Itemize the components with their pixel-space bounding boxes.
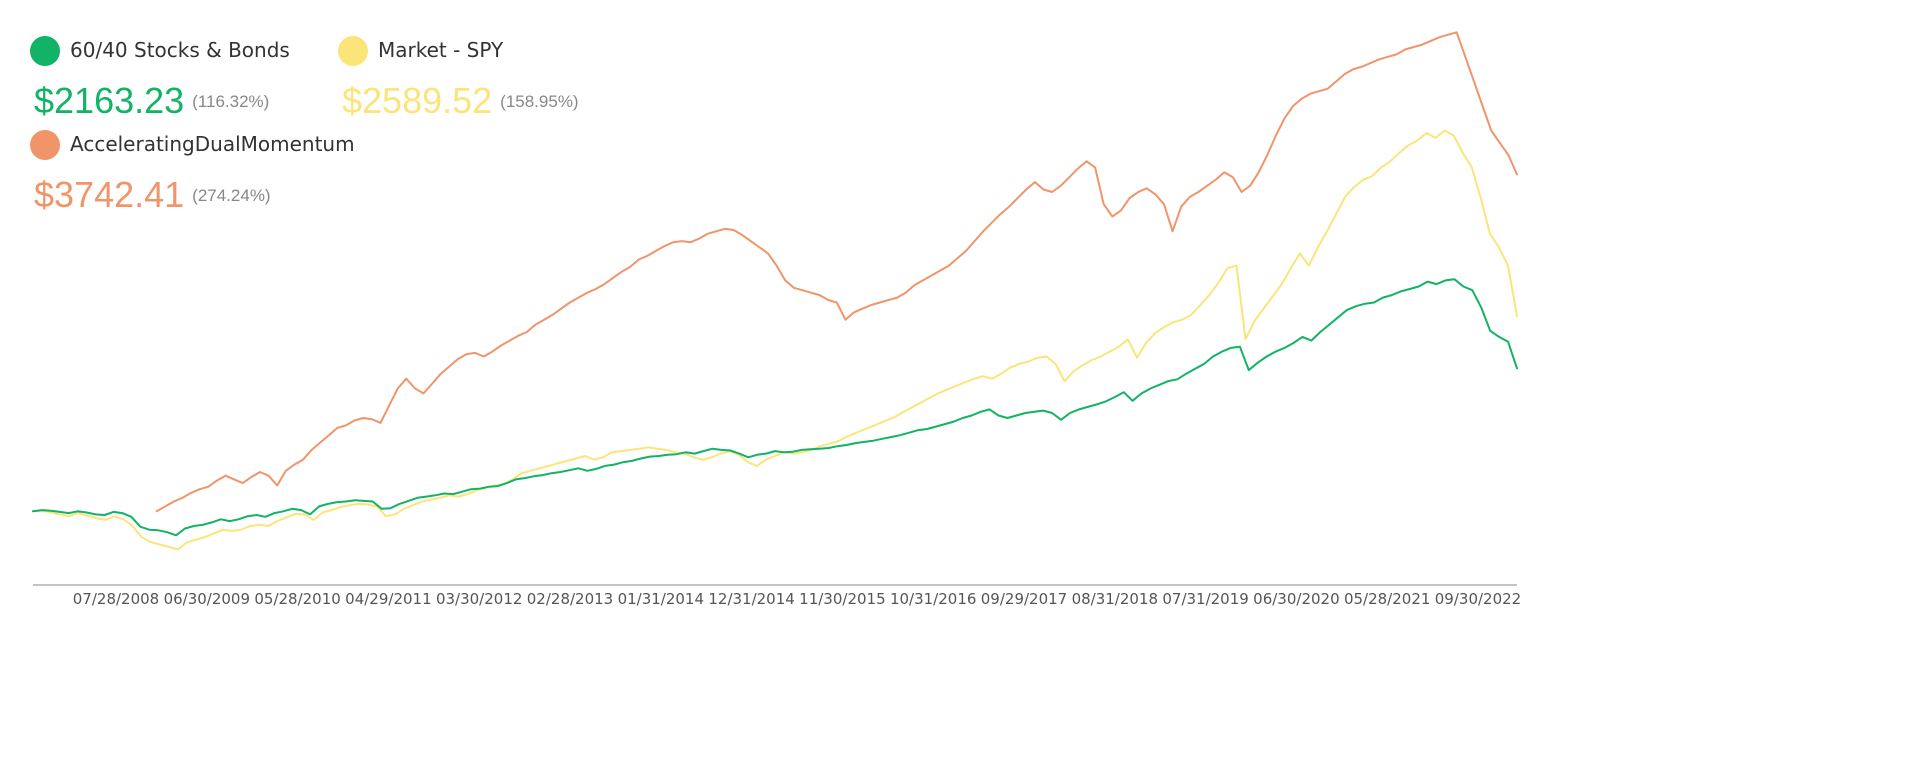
x-tick-label: 05/28/2021 xyxy=(1344,590,1430,608)
legend-name-6040: 60/40 Stocks & Bonds xyxy=(70,38,290,62)
series-lines xyxy=(32,31,1518,551)
legend-name-adm: AcceleratingDualMomentum xyxy=(70,132,355,156)
legend-swatch-spy xyxy=(338,36,368,66)
legend-swatch-adm xyxy=(30,130,60,160)
legend-value-amount-6040: $2163.23 xyxy=(34,80,185,121)
x-axis-ticks: 07/28/2008 06/30/2009 05/28/2010 04/29/2011… xyxy=(73,590,1521,608)
legend-value-spy: $2589.52 (158.95%) xyxy=(342,80,579,122)
x-tick-label: 04/29/2011 xyxy=(345,590,431,608)
legend-value-pct-6040: (116.32%) xyxy=(192,92,270,111)
series-line-spy xyxy=(32,129,1518,551)
x-tick-label: 01/31/2014 xyxy=(618,590,704,608)
x-tick-label: 07/31/2019 xyxy=(1162,590,1248,608)
x-tick-label: 08/31/2018 xyxy=(1072,590,1158,608)
x-tick-label: 06/30/2020 xyxy=(1253,590,1339,608)
legend-swatch-6040 xyxy=(30,36,60,66)
x-tick-label: 05/28/2010 xyxy=(254,590,340,608)
x-tick-label: 09/30/2022 xyxy=(1435,590,1521,608)
legend-name-spy: Market - SPY xyxy=(378,38,504,62)
x-tick-label: 12/31/2014 xyxy=(708,590,794,608)
series-line-6040 xyxy=(32,278,1518,537)
x-tick-label: 10/31/2016 xyxy=(890,590,976,608)
legend-value-pct-spy: (158.95%) xyxy=(500,92,579,111)
legend-value-amount-adm: $3742.41 xyxy=(34,174,185,215)
x-tick-label: 07/28/2008 xyxy=(73,590,159,608)
series-line-adm xyxy=(155,31,1518,513)
x-tick-label: 02/28/2013 xyxy=(527,590,613,608)
x-tick-label: 06/30/2009 xyxy=(164,590,250,608)
legend-value-adm: $3742.41 (274.24%) xyxy=(34,174,271,216)
x-tick-label: 09/29/2017 xyxy=(981,590,1067,608)
legend-value-amount-spy: $2589.52 xyxy=(342,80,493,121)
legend-value-pct-adm: (274.24%) xyxy=(192,186,271,205)
x-tick-label: 03/30/2012 xyxy=(436,590,522,608)
legend-value-6040: $2163.23 (116.32%) xyxy=(34,80,269,122)
x-tick-label: 11/30/2015 xyxy=(799,590,885,608)
